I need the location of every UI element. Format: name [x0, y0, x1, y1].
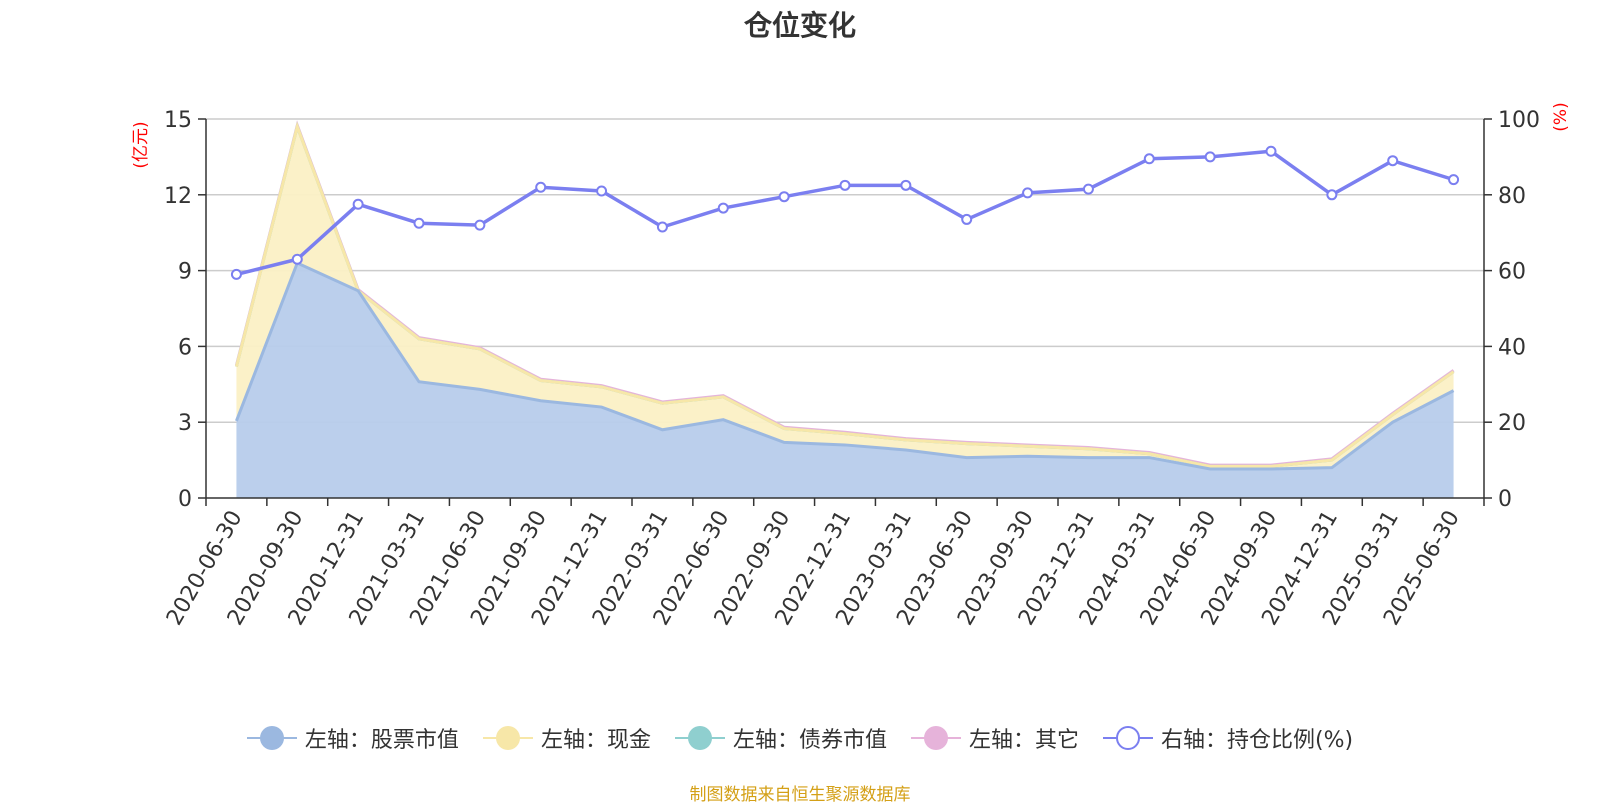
area-左轴：股票市值 [236, 263, 1454, 498]
ratio-point [291, 253, 303, 265]
legend-label: 左轴：债券市值 [732, 728, 887, 753]
ratio-point [961, 213, 973, 225]
ratio-point [413, 217, 425, 229]
ratio-point [1022, 187, 1034, 199]
chart-canvas: 036912150204060801002020-06-302020-09-30… [131, 102, 1571, 629]
ratio-point [656, 221, 668, 233]
ratio-point [230, 268, 242, 280]
ratio-markers [230, 145, 1460, 280]
left-tick-label: 0 [178, 487, 192, 512]
ratio-point [1204, 151, 1216, 163]
series-lines [234, 120, 1455, 471]
right-tick-label: 60 [1498, 260, 1526, 285]
line-左轴：股票市值 [235, 260, 1455, 471]
legend-swatch-icon [482, 724, 533, 752]
line-左轴：现金 [234, 121, 1455, 468]
legend-item[interactable]: 右轴：持仓比例(%) [1102, 722, 1354, 754]
left-axis-unit: (亿元) [131, 121, 151, 168]
area-左轴：现金 [236, 126, 1454, 469]
ratio-point [535, 181, 547, 193]
left-tick-label: 9 [178, 260, 192, 285]
ratio-point [778, 191, 790, 203]
ratio-point [1082, 183, 1094, 195]
left-tick-label: 15 [164, 108, 192, 133]
ratio-point [1387, 155, 1399, 167]
ratio-point [1143, 153, 1155, 165]
legend-item[interactable]: 左轴：其它 [910, 722, 1079, 754]
ratio-point [352, 198, 364, 210]
ratio-point [1448, 174, 1460, 186]
legend-swatch-icon [674, 724, 725, 752]
legend-swatch-icon [246, 724, 297, 752]
right-tick-label: 20 [1498, 411, 1526, 436]
left-tick-label: 3 [178, 411, 192, 436]
ratio-line [236, 149, 1455, 277]
stacked-areas [236, 125, 1454, 498]
ratio-point [596, 185, 608, 197]
legend: 左轴：股票市值 左轴：现金 左轴：债券市值 左轴：其它 右轴：持仓比例(%) [0, 722, 1600, 754]
legend-label: 左轴：现金 [540, 728, 651, 753]
legend-item[interactable]: 左轴：现金 [482, 722, 651, 754]
source-note: 制图数据来自恒生聚源数据库 [689, 785, 911, 805]
ratio-point [474, 219, 486, 231]
chart-title: 仓位变化 [743, 9, 856, 42]
legend-label: 左轴：股票市值 [304, 728, 459, 753]
ratio-point [1265, 145, 1277, 157]
left-tick-label: 6 [178, 335, 192, 360]
right-tick-label: 0 [1498, 487, 1512, 512]
ratio-point [717, 202, 729, 214]
right-tick-label: 80 [1498, 184, 1526, 209]
ratio-point [1326, 189, 1338, 201]
legend-item[interactable]: 左轴：股票市值 [246, 722, 459, 754]
right-axis-unit: (%) [1551, 102, 1571, 131]
right-tick-label: 100 [1498, 108, 1540, 133]
right-tick-label: 40 [1498, 335, 1526, 360]
legend-label: 左轴：其它 [968, 728, 1079, 753]
ratio-point [900, 179, 912, 191]
left-tick-label: 12 [164, 184, 192, 209]
ratio-point [839, 179, 851, 191]
legend-swatch-icon [910, 724, 961, 752]
legend-swatch-icon [1102, 724, 1153, 752]
legend-item[interactable]: 左轴：债券市值 [674, 722, 887, 754]
legend-label: 右轴：持仓比例(%) [1160, 728, 1354, 753]
